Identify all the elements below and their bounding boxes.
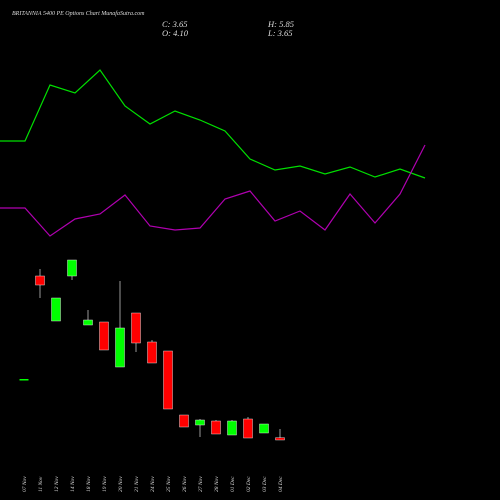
candle-body — [51, 297, 61, 322]
high-stat: H: 5.85 — [267, 19, 294, 29]
candle-body — [35, 275, 45, 286]
low-stat: L: 3.65 — [267, 28, 293, 38]
candle-body — [195, 419, 205, 426]
candle-body — [163, 350, 173, 410]
open-stat: O: 4.10 — [162, 28, 189, 38]
candle-body — [83, 319, 93, 326]
x-tick-label: 24 Nov — [149, 476, 156, 492]
candle-body — [179, 414, 189, 428]
x-tick-label: 21 Nov — [134, 476, 140, 492]
candle-body — [131, 312, 141, 344]
x-tick-label: 04 Dec — [277, 476, 284, 492]
indicator-line — [0, 69, 426, 179]
x-tick-label: 27 Nov — [198, 476, 204, 492]
candle-body — [115, 327, 125, 368]
chart-title: BRITANNIA 5400 PE Options Chart MunafaSu… — [12, 10, 145, 17]
candle-body — [19, 379, 29, 381]
candle-body — [67, 259, 77, 277]
close-stat: C: 3.65 — [162, 19, 188, 29]
candle-body — [243, 418, 253, 439]
candle-body — [147, 341, 157, 364]
x-tick-label: 19 Nov — [102, 476, 108, 492]
x-tick-label: 07 Nov — [22, 476, 28, 492]
x-tick-label: 26 Nov — [182, 476, 188, 492]
candle-body — [99, 321, 109, 351]
x-tick-label: 25 Nov — [166, 476, 172, 492]
x-tick-label: 14 Nov — [69, 476, 76, 492]
x-tick-label: 12 Nov — [54, 476, 60, 492]
candle-body — [227, 420, 237, 436]
candle-body — [275, 437, 285, 441]
x-tick-label: 01 Dec — [230, 476, 236, 492]
x-tick-label: 03 Dec — [262, 476, 268, 492]
x-tick-label: 20 Nov — [118, 476, 124, 492]
x-tick-label: 11 Nov — [38, 476, 44, 492]
candle-body — [211, 420, 221, 435]
x-tick-label: 28 Nov — [214, 476, 220, 492]
x-tick-label: 02 Dec — [246, 476, 252, 492]
x-tick-label: 18 Nov — [86, 476, 92, 492]
candle-body — [259, 423, 269, 434]
indicator-line — [0, 144, 426, 237]
